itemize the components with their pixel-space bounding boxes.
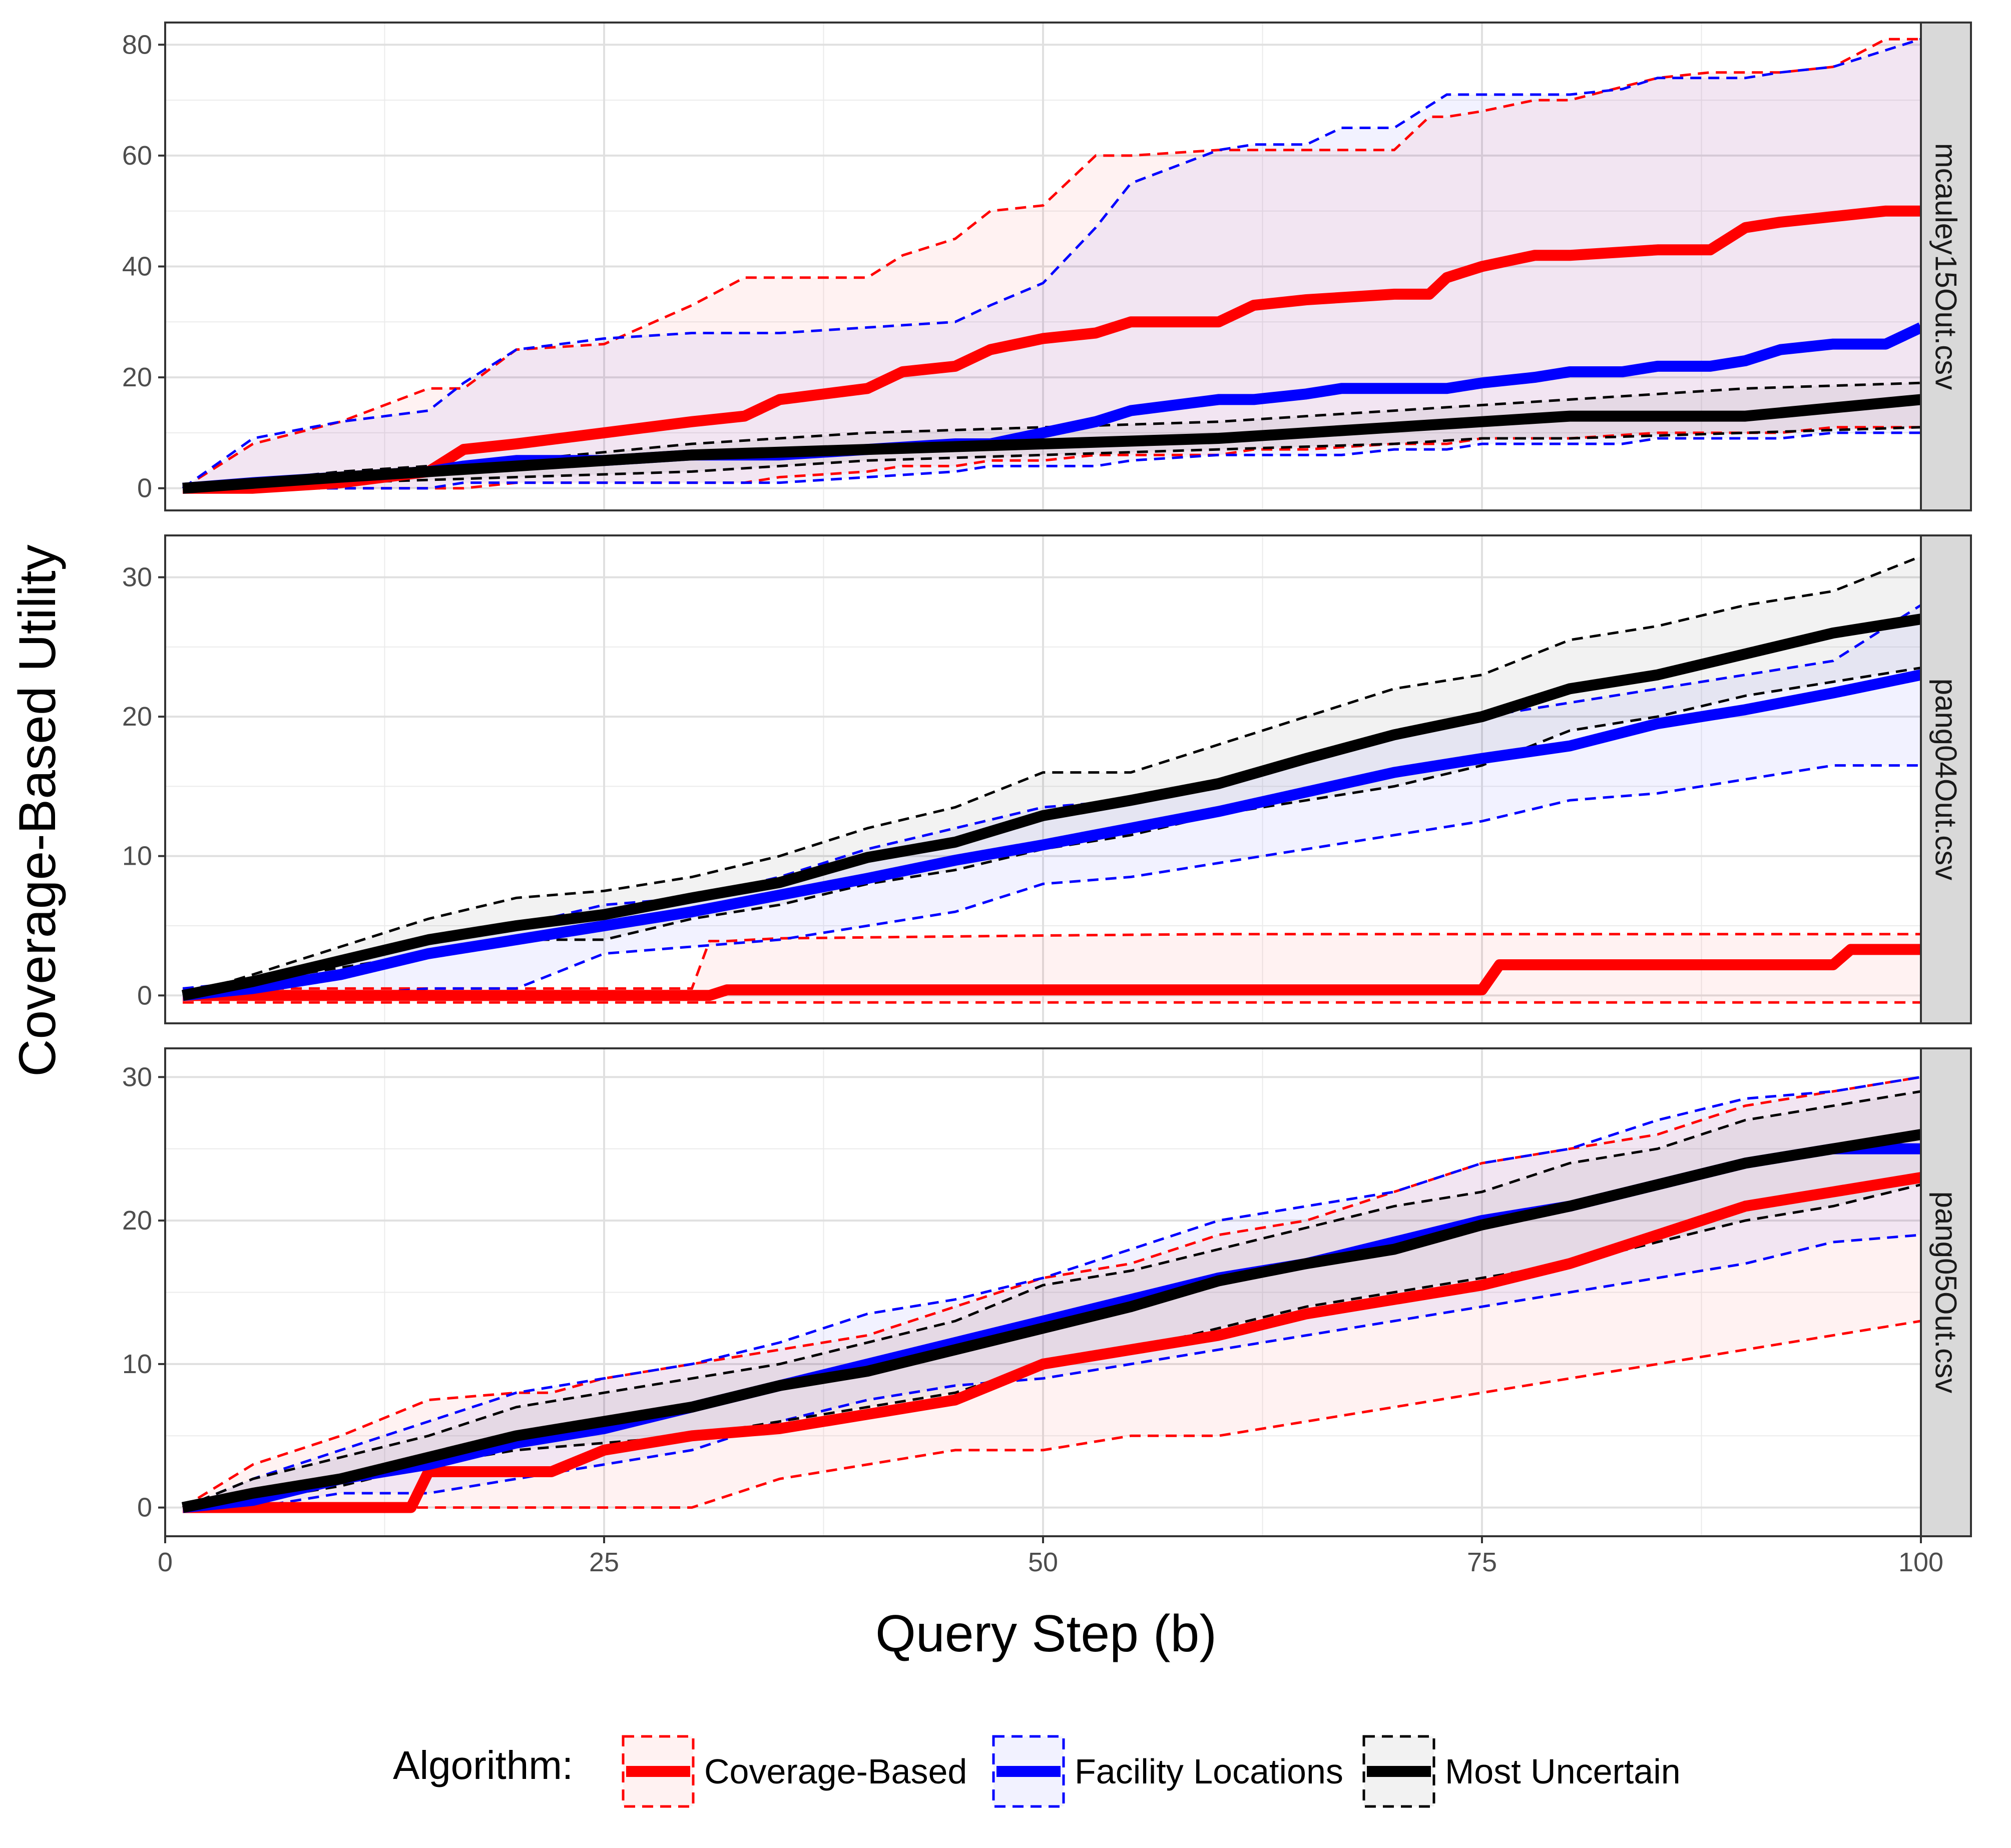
facet-strip-label: pang04Out.csv [1929,679,1963,881]
y-tick-label: 20 [122,1205,152,1236]
legend-item-facility-locations: Facility Locations [992,1735,1343,1808]
series-line-coverage-based [183,205,1921,494]
lower-bound-facility-locations [183,1234,1921,1509]
upper-bound-most-uncertain [182,1090,1921,1509]
ribbon-coverage-based [183,1077,1921,1508]
upper-bound-coverage-based [183,933,1921,990]
series-line-coverage-based [183,1172,1922,1513]
ribbon-coverage-based [183,39,1921,488]
legend-label: Most Uncertain [1445,1752,1681,1791]
panel-pang05out-csv: pang05Out.csv 0 10 20 30 0 25 50 75 100 [122,1047,1972,1577]
series-line-coverage-based [183,944,1921,1001]
series-line-facility-locations [182,669,1922,1001]
lower-bound-facility-locations [183,431,1921,490]
facet-strip [1920,22,1972,511]
upper-bound-facility-locations [182,38,1921,489]
y-tick-label: 30 [122,562,152,592]
ribbon-most-uncertain [183,1091,1921,1508]
legend-item-most-uncertain: Most Uncertain [1362,1735,1681,1808]
facet-strip-label: mcauley15Out.csv [1929,143,1963,390]
panel-pang04out-csv: pang04Out.csv 0 10 20 30 [122,534,1972,1024]
x-axis-title: Query Step (b) [875,1605,1217,1663]
ribbon-facility-locations [183,39,1921,488]
y-tick-label: 80 [122,30,152,60]
y-tick-label: 0 [137,473,152,503]
x-tick-label: 0 [158,1547,173,1577]
upper-bound-facility-locations [182,1075,1921,1509]
x-tick-label: 50 [1028,1547,1058,1577]
facet-strip-label: pang05Out.csv [1929,1191,1963,1394]
y-tick-label: 0 [137,980,152,1010]
y-tick-label: 20 [122,362,152,392]
upper-bound-coverage-based [182,38,1921,489]
panel-mcauley15out-csv: mcauley15Out.csv 0 20 40 60 80 [122,22,1972,511]
legend-item-coverage-based: Coverage-Based [622,1735,967,1808]
facet-strip [1920,534,1972,1024]
y-tick-label: 0 [137,1493,152,1523]
y-tick-label: 10 [122,841,152,871]
ribbon-facility-locations [183,1077,1921,1508]
legend-keys: Coverage-Based Facility Locations Most Unc… [622,1735,1681,1808]
y-tick-label: 30 [122,1062,152,1092]
series-line-most-uncertain [181,613,1922,1001]
y-tick-label: 40 [122,252,152,282]
ribbon-most-uncertain [183,556,1921,996]
y-axis-title: Coverage-Based Utility [9,544,67,1077]
x-tick-label: 25 [589,1547,619,1577]
legend-label: Coverage-Based [704,1752,967,1791]
y-tick-label: 20 [122,702,152,732]
y-tick-label: 10 [122,1349,152,1379]
legend-title: Algorithm: [393,1743,573,1787]
x-tick-label: 75 [1467,1547,1497,1577]
legend: Algorithm: Coverage-Based Facility Locati… [393,1735,1681,1808]
series-line-most-uncertain [182,394,1922,494]
x-tick-label: 100 [1898,1547,1943,1577]
facet-strip [1920,1047,1972,1537]
upper-bound-most-uncertain [182,555,1921,997]
upper-bound-coverage-based [182,1075,1921,1509]
y-tick-label: 60 [122,141,152,171]
lower-bound-coverage-based [183,1320,1921,1509]
series-line-most-uncertain [181,1129,1922,1513]
facet-panels: mcauley15Out.csv 0 20 40 60 80 pang04Out.csv 0 1… [122,22,1972,1577]
lower-bound-facility-locations [183,764,1921,997]
legend-label: Facility Locations [1075,1752,1343,1791]
